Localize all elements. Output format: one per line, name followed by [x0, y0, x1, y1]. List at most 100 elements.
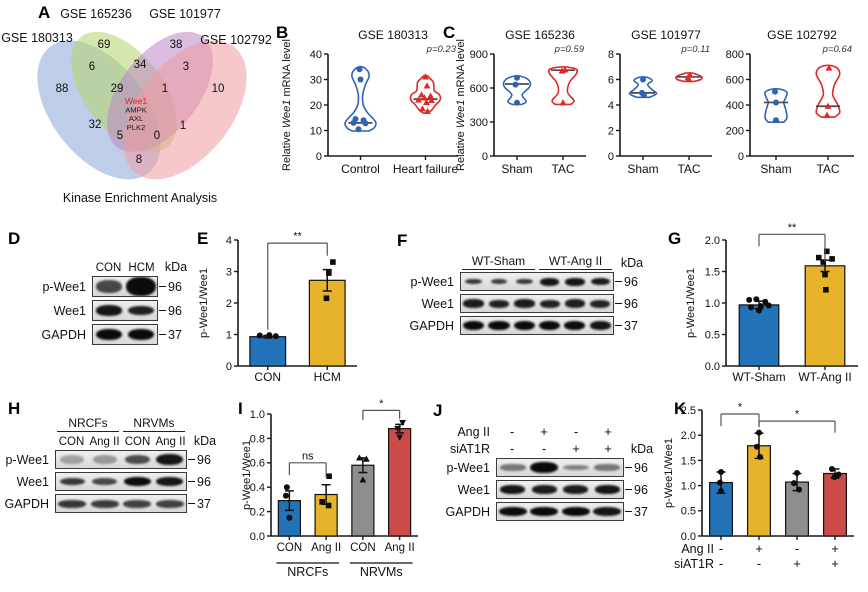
blot-band — [95, 305, 123, 316]
blot-lane — [592, 481, 624, 498]
y-tick-label: 6 — [608, 74, 614, 86]
y-tick-label: 0 — [482, 151, 488, 163]
blot-strip — [460, 294, 614, 313]
blot-row: p-Wee1 96 — [430, 458, 660, 477]
blot-lane — [497, 481, 529, 498]
y-tick-label: 300 — [470, 117, 488, 129]
blot-band — [564, 320, 586, 331]
blot-row: p-Wee1 96 — [396, 272, 650, 291]
chart-title: GSE 180313 — [358, 28, 428, 42]
blot-band — [539, 299, 560, 308]
data-point — [419, 105, 426, 112]
data-point — [756, 307, 762, 314]
blot-header-row: CON HCM kDa — [40, 260, 194, 274]
blot-strip — [496, 480, 624, 499]
blot-marker: 37 — [158, 328, 194, 342]
data-point — [823, 111, 831, 118]
blot-lane — [537, 273, 562, 290]
blot-lane — [562, 295, 587, 312]
bar — [388, 428, 412, 537]
blot-marker: 96 — [624, 483, 660, 497]
blot-lane — [93, 301, 125, 320]
kda-label: kDa — [630, 442, 654, 456]
x-category-label: Sham — [760, 162, 791, 176]
marker-tick — [159, 309, 166, 312]
data-point — [773, 99, 779, 106]
data-point — [685, 75, 693, 83]
venn-region-count: 34 — [134, 59, 147, 71]
data-point — [319, 499, 325, 505]
blot-lane — [486, 295, 511, 312]
blot-header-lanes: CON HCM — [92, 262, 158, 274]
panel-label-b: B — [276, 23, 289, 42]
venn-center-gene: AXL — [129, 114, 143, 123]
blot-strip — [496, 502, 624, 521]
blot-band — [538, 320, 561, 331]
blot-band — [515, 278, 533, 285]
marker-weight: 37 — [168, 327, 182, 342]
y-tick-label: 0.5 — [705, 329, 720, 341]
blot-row-label: GAPDH — [445, 504, 490, 519]
panel-label-h: H — [8, 399, 21, 418]
blot-lane — [461, 273, 486, 290]
marker-tick — [615, 280, 622, 283]
blot-band — [531, 485, 557, 494]
blot-band — [462, 320, 485, 331]
panel-label-d: D — [8, 229, 21, 248]
data-point — [514, 74, 520, 81]
blot-strip — [496, 458, 624, 477]
blot-row: Wee1 96 — [430, 480, 660, 499]
chart-title: GSE 102792 — [767, 28, 837, 42]
data-point — [326, 270, 332, 276]
blot-band — [593, 506, 621, 517]
marker-weight: 96 — [197, 474, 211, 489]
data-point — [422, 73, 429, 80]
venn-region-count: 29 — [111, 83, 124, 95]
blot-sign-value: + — [540, 424, 548, 439]
blot-lane — [461, 295, 486, 312]
bar-chart-wt-angii: 0.0 0.5 1.0 1.5 2.0 p-Wee1/Wee1 WT-Sham WT-Ang … — [685, 222, 858, 384]
blot-band — [465, 278, 483, 285]
x-row-value: + — [755, 541, 763, 556]
x-category-label: CON — [254, 370, 281, 384]
blot-band — [564, 299, 586, 308]
violin-chart-gse102792: 0 200 400 600 800 GSE 102792 p=0.64 Sham TAC — [726, 28, 854, 176]
venn-region-count: 32 — [89, 119, 102, 131]
blot-lane — [125, 325, 157, 344]
blot-band — [563, 485, 589, 494]
blot-lane — [529, 481, 561, 498]
violin-shape — [547, 65, 579, 106]
blot-band — [498, 506, 527, 517]
blot-lane — [125, 301, 157, 320]
panel-label-j: J — [433, 401, 443, 420]
blot-row: GAPDH 37 — [40, 324, 194, 345]
venn-region-count: 0 — [154, 130, 160, 142]
blot-lane-label: Ang II — [155, 436, 186, 448]
blot-lane — [592, 503, 624, 520]
x-row-value: - — [795, 541, 799, 556]
western-blot-con-hcm: CON HCM kDa p-Wee1 96 Wee1 96 GAPDH 37 — [40, 260, 194, 348]
blot-lane — [497, 503, 529, 520]
x-category-label: Sham — [501, 162, 532, 176]
blot-row-label: GAPDH — [41, 327, 86, 342]
blot-lane — [588, 317, 613, 334]
marker-tick — [159, 285, 166, 288]
venn-region-count: 5 — [117, 130, 123, 142]
data-point — [828, 465, 835, 472]
blot-lane — [56, 473, 89, 490]
blot-lane — [486, 317, 511, 334]
venn-caption: Kinase Enrichment Analysis — [63, 191, 217, 205]
blot-row: GAPDH 37 — [3, 494, 223, 513]
bar-chart-siat1r: 0.00.51.01.52.02.5p-Wee1/Wee1**Ang II - + -… — [663, 402, 854, 571]
blot-lane — [529, 459, 561, 476]
blot-header-lanes: CON Ang II CON Ang II — [55, 436, 187, 448]
blot-row: p-Wee1 96 — [40, 276, 194, 297]
data-point — [718, 488, 724, 495]
blot-row-label: Wee1 — [53, 303, 86, 318]
data-point — [326, 473, 332, 480]
data-point — [815, 254, 822, 261]
data-point — [825, 64, 833, 71]
blot-row: Wee1 96 — [396, 294, 650, 313]
y-tick-label: 3 — [226, 266, 232, 278]
